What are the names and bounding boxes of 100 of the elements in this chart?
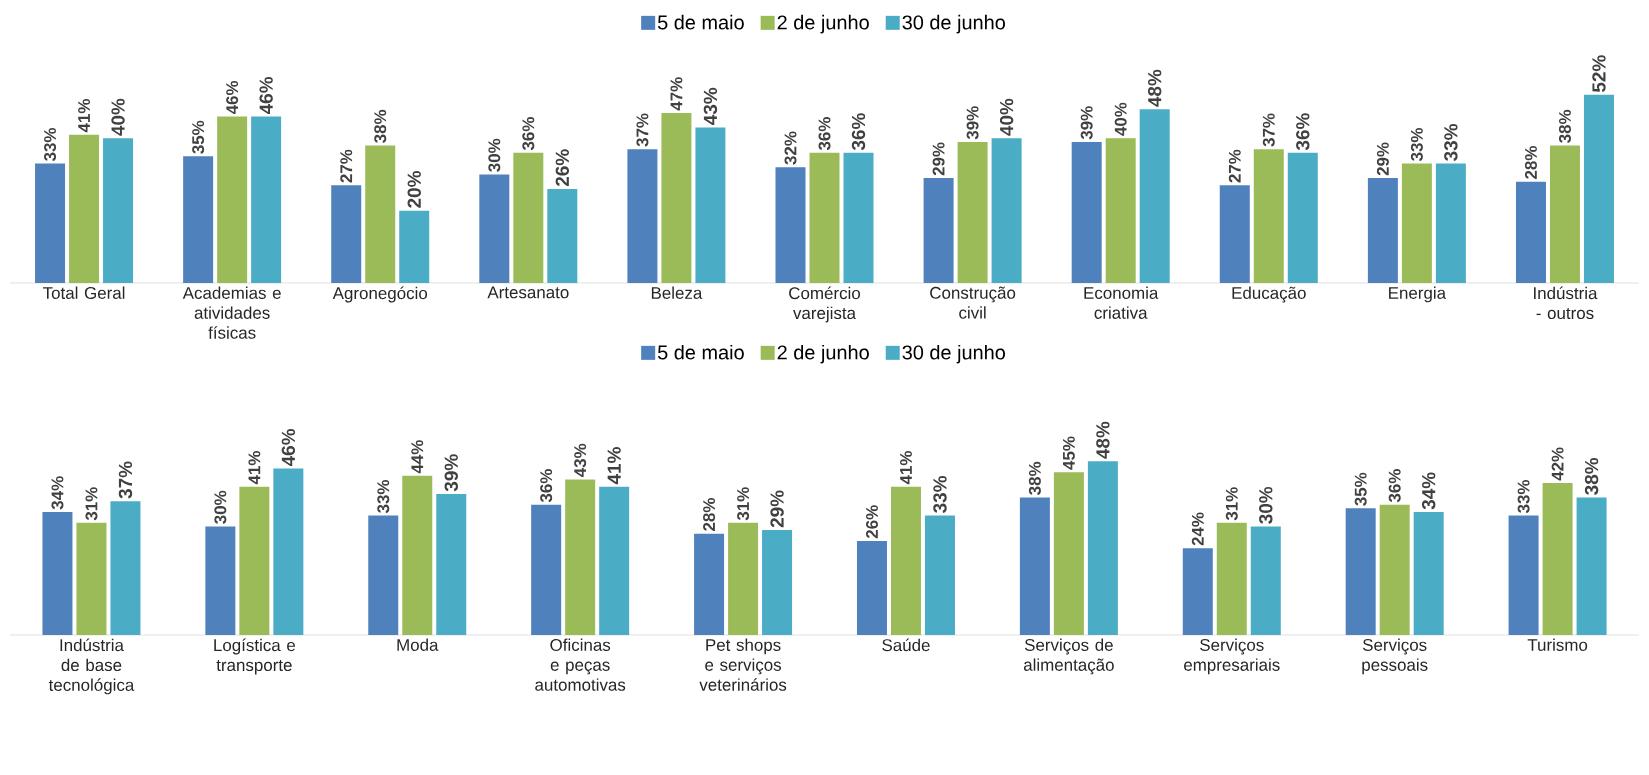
data-label: 26% — [555, 149, 570, 187]
x-tick-label: Beleza — [651, 286, 703, 299]
x-tick-label: Moda — [397, 638, 439, 651]
data-label: 40% — [111, 98, 125, 136]
bar — [1087, 461, 1118, 635]
data-label: 33% — [1517, 479, 1530, 514]
bar — [627, 149, 658, 283]
bar — [1053, 472, 1084, 635]
legend-label: 5 de maio — [657, 344, 744, 360]
x-tick-label: Saúde — [882, 638, 930, 652]
bar — [1379, 504, 1410, 635]
bar — [547, 188, 578, 283]
bar — [1515, 181, 1546, 283]
legend-label: 5 de maio — [657, 14, 744, 30]
bar — [957, 141, 988, 283]
bar — [809, 152, 840, 283]
bar — [1549, 145, 1580, 283]
data-label: 32% — [784, 131, 797, 165]
bar — [479, 174, 510, 283]
bar — [1019, 497, 1050, 635]
data-label: 24% — [1191, 512, 1204, 546]
data-label: 33% — [377, 479, 390, 514]
data-label: 43% — [574, 443, 587, 477]
x-tick-label: Serviços empresariais — [1184, 638, 1280, 675]
data-label: 31% — [737, 487, 750, 521]
data-label: 34% — [1421, 472, 1436, 510]
bar — [399, 210, 430, 283]
x-tick-label: Energia — [1389, 286, 1447, 303]
data-label: 28% — [1524, 146, 1537, 179]
bar — [251, 116, 282, 283]
bar — [205, 526, 236, 635]
bar — [1253, 149, 1284, 283]
bar — [110, 501, 141, 635]
data-label: 33% — [1444, 124, 1458, 161]
legend-label: 2 de junho — [777, 344, 869, 364]
bar — [1139, 109, 1170, 283]
bar — [599, 486, 630, 635]
bar — [991, 138, 1022, 283]
bar — [35, 163, 66, 283]
bar — [513, 152, 544, 283]
bar — [1345, 508, 1376, 635]
bar — [923, 178, 954, 283]
data-label: 36% — [818, 117, 831, 151]
data-label: 36% — [1388, 469, 1401, 503]
data-label: 26% — [865, 505, 878, 539]
data-label: 38% — [1028, 461, 1041, 495]
x-tick-label: Serviços pessoais — [1362, 638, 1428, 675]
data-label: 38% — [1558, 109, 1571, 143]
x-tick-label: Pet shops e serviços veterinários — [699, 638, 787, 691]
x-tick-label: Serviços de alimentação — [1023, 638, 1114, 675]
bar — [183, 156, 214, 283]
x-tick-label: Oficinas e peças automotivas — [535, 638, 626, 691]
bar — [1105, 138, 1136, 283]
bar — [239, 486, 270, 635]
bar — [843, 152, 874, 283]
bar — [436, 493, 467, 635]
data-label: 36% — [851, 113, 866, 151]
bar — [1583, 94, 1614, 283]
legend-label: 30 de junho — [902, 14, 1005, 34]
data-label: 33% — [1410, 127, 1423, 162]
bar — [217, 116, 248, 283]
x-tick-label: Indústria de base tecnológica — [48, 638, 135, 695]
data-label: 39% — [966, 106, 979, 140]
data-label: 43% — [703, 87, 718, 125]
bar — [694, 533, 725, 635]
data-label: 35% — [192, 120, 205, 154]
data-label: 34% — [51, 476, 64, 510]
data-label: 41% — [78, 99, 90, 133]
data-label: 33% — [933, 476, 947, 513]
data-label: 41% — [900, 451, 912, 485]
bar — [890, 486, 921, 635]
bar — [1250, 526, 1281, 635]
data-label: 27% — [1228, 149, 1241, 183]
data-label: 45% — [1062, 436, 1075, 470]
data-label: 35% — [1354, 472, 1367, 506]
bar — [1576, 497, 1607, 635]
data-label: 48% — [1147, 69, 1162, 107]
data-label: 48% — [1096, 421, 1110, 459]
data-label: 28% — [703, 498, 716, 531]
data-label: 20% — [407, 171, 421, 208]
data-label: 46% — [259, 76, 273, 115]
bar — [856, 540, 887, 635]
data-label: 30% — [214, 490, 227, 524]
x-tick-label: Total Geral — [43, 286, 125, 299]
data-label: 46% — [281, 428, 296, 467]
data-label: 41% — [607, 447, 621, 485]
data-label: 44% — [411, 440, 424, 474]
data-label: 37% — [1262, 113, 1275, 147]
bar — [762, 530, 793, 635]
bar — [331, 185, 362, 283]
data-label: 27% — [340, 149, 353, 183]
data-label: 36% — [1296, 113, 1310, 151]
data-label: 40% — [999, 98, 1014, 136]
x-tick-label: Economia criativa — [1084, 286, 1159, 319]
bar — [42, 511, 73, 635]
bar — [273, 468, 304, 635]
bar — [1071, 141, 1102, 283]
data-label: 52% — [1592, 55, 1606, 93]
data-label: 40% — [1114, 102, 1127, 136]
bar — [661, 112, 692, 283]
